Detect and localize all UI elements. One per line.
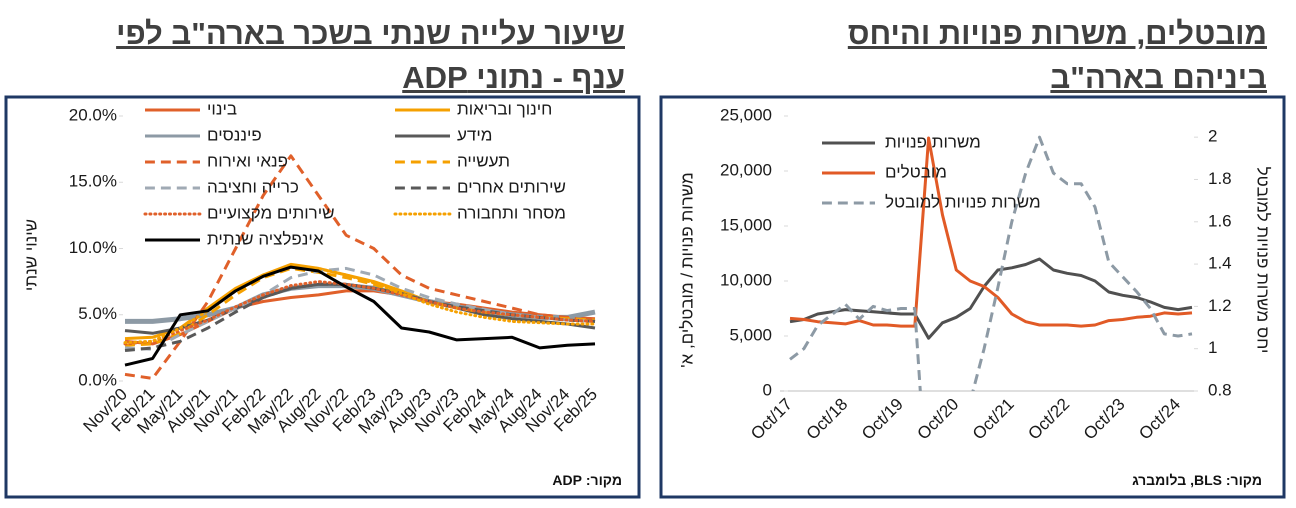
panel-border	[4, 95, 641, 499]
series-line	[124, 154, 596, 380]
legend-label: כרייה וחציבה	[207, 177, 299, 196]
x-tick-label: Oct/20	[913, 395, 962, 444]
title-line: מובטלים, משרות פנויות והיחס	[847, 16, 1267, 51]
plot-area	[789, 135, 1193, 391]
y2-tick-label: 1.4	[1208, 254, 1232, 273]
legend-label: מובטלים	[885, 162, 947, 181]
y-tick-label: 20.0%	[69, 105, 117, 124]
x-tick-label: Oct/23	[1080, 395, 1129, 444]
legend-label: אינפלציה שנתית	[207, 229, 324, 248]
y2-tick-label: 1.8	[1208, 169, 1232, 188]
right-title: מובטלים, משרות פנויות והיחס ביניהם בארה"…	[665, 12, 1267, 100]
legend-label: בינוי	[207, 99, 237, 118]
y2-axis-label: יחס משרות פנויות למובטל	[1254, 167, 1273, 354]
left-title: שיעור עלייה שנתי בשכר בארה"ב לפי ענף - נ…	[10, 12, 625, 100]
legend-label: שירותים מקצועיים	[207, 203, 335, 222]
series-line	[124, 282, 596, 352]
legend-label: פיננסים	[207, 125, 262, 144]
series-line	[124, 265, 596, 367]
series-line	[789, 135, 1193, 391]
y2-tick-label: 1.6	[1208, 211, 1232, 230]
series-line	[123, 264, 597, 345]
y-tick-label: 15.0%	[69, 172, 117, 191]
y-tick-label: 5.0%	[78, 304, 117, 323]
y2-tick-label: 1.2	[1208, 296, 1232, 315]
title-line: ביניהם בארה"ב	[1050, 60, 1267, 95]
y-tick-label: 0.0%	[78, 370, 117, 389]
panel-border	[659, 95, 1286, 499]
y-tick-label: 25,000	[720, 105, 772, 124]
legend-label: מידע	[457, 125, 492, 144]
y-axis-label: משרות פנויות / מובטלים, א'	[677, 172, 696, 367]
title-line: שיעור עלייה שנתי בשכר בארה"ב לפי	[116, 16, 625, 51]
x-tick-label: Oct/21	[969, 395, 1018, 444]
legend-label: שירותים אחרים	[457, 177, 566, 196]
source: מקור: ADP	[552, 472, 622, 488]
x-tick-label: Oct/17	[747, 395, 796, 444]
x-tick-label: Oct/24	[1135, 395, 1184, 444]
legend-label: חינוך ובריאות	[457, 99, 552, 118]
y2-tick-label: 2	[1208, 127, 1217, 146]
y-tick-label: 15,000	[720, 215, 772, 234]
legend-label: משרות פנויות	[885, 132, 981, 151]
y2-tick-label: 0.8	[1208, 380, 1232, 399]
x-tick-label: Oct/22	[1024, 395, 1073, 444]
source: מקור: BLS, בלומברג	[1132, 472, 1262, 488]
y-tick-label: 10,000	[720, 270, 772, 289]
y-axis-label: שינוי שנתי	[21, 219, 40, 291]
x-tick-label: Oct/18	[803, 395, 852, 444]
legend-label: פנאי ואירוח	[207, 151, 288, 170]
title-line: ענף - נתוני ADP	[402, 60, 625, 95]
y-tick-label: 20,000	[720, 160, 772, 179]
y-tick-label: 0	[763, 380, 772, 399]
series-line	[789, 136, 1193, 328]
y-tick-label: 5,000	[729, 325, 772, 344]
legend-label: תעשייה	[457, 151, 510, 170]
series-line	[123, 280, 597, 346]
legend-label: מסחר ותחבורה	[457, 203, 566, 222]
series-line	[789, 257, 1193, 340]
x-tick-label: Oct/19	[858, 395, 907, 444]
y2-tick-label: 1	[1208, 338, 1217, 357]
y-tick-label: 10.0%	[69, 238, 117, 257]
legend-label: משרות פנויות למובטל	[885, 192, 1041, 211]
